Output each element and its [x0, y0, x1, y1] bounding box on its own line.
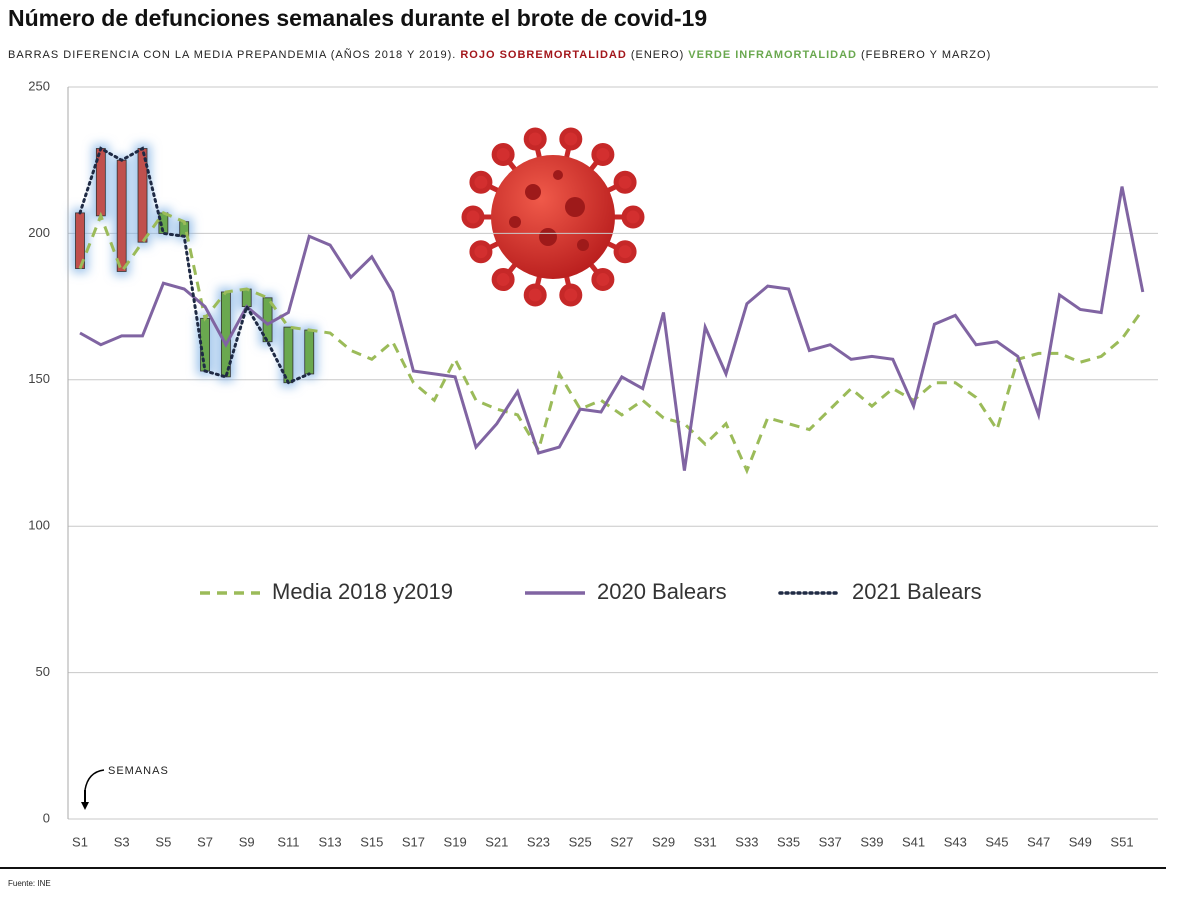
x-tick-label: S17 — [402, 834, 425, 849]
subtitle-part: BARRAS DIFERENCIA CON LA MEDIA PREPANDEM… — [8, 48, 456, 61]
series-line — [79, 186, 1145, 471]
subtitle-part: (ENERO) — [631, 49, 684, 61]
x-tick-label: S7 — [197, 834, 213, 849]
x-tick-label: S33 — [735, 834, 758, 849]
y-tick-label: 50 — [36, 664, 50, 679]
series-line — [78, 211, 1145, 475]
x-tick-label: S37 — [819, 834, 842, 849]
series-line — [78, 146, 311, 385]
y-tick-label: 100 — [28, 518, 50, 533]
x-tick-label: S5 — [155, 834, 171, 849]
x-tick-label: S35 — [777, 834, 800, 849]
chart-subtitle: BARRAS DIFERENCIA CON LA MEDIA PREPANDEM… — [8, 48, 991, 61]
x-tick-label: S45 — [985, 834, 1008, 849]
subtitle-part: (FEBRERO Y MARZO) — [861, 49, 991, 61]
annotation: SEMANAS — [108, 765, 169, 777]
y-tick-label: 0 — [43, 810, 50, 825]
chart-title: Número de defunciones semanales durante … — [8, 5, 707, 31]
legend-label: 2020 Balears — [597, 579, 727, 604]
annotation-arrow — [81, 802, 89, 810]
x-tick-label: S3 — [114, 834, 130, 849]
x-tick-label: S21 — [485, 834, 508, 849]
difference-bar — [137, 148, 148, 243]
x-tick-label: S19 — [444, 834, 467, 849]
x-tick-label: S39 — [860, 834, 883, 849]
x-tick-label: S11 — [277, 834, 299, 849]
legend-label: Media 2018 y2019 — [272, 579, 453, 604]
source: Fuente: INE — [8, 879, 51, 888]
x-tick-label: S23 — [527, 834, 550, 849]
x-tick-label: S51 — [1110, 834, 1133, 849]
x-tick-label: S47 — [1027, 834, 1050, 849]
x-tick-label: S43 — [944, 834, 967, 849]
annotation-arrow — [84, 769, 105, 791]
x-tick-label: S1 — [72, 834, 88, 849]
x-tick-label: S41 — [902, 834, 925, 849]
y-tick-label: 200 — [28, 225, 50, 240]
difference-bar — [304, 329, 315, 375]
x-tick-label: S25 — [569, 834, 592, 849]
y-tick-label: 150 — [28, 371, 50, 386]
y-tick-label: 250 — [28, 78, 50, 93]
subtitle-part: VERDE INFRAMORTALIDAD — [688, 49, 857, 61]
legend-label: 2021 Balears — [852, 579, 982, 604]
x-tick-label: S49 — [1069, 834, 1092, 849]
x-tick-label: S29 — [652, 834, 675, 849]
difference-bar — [241, 288, 252, 308]
difference-bar — [200, 317, 210, 372]
grid — [68, 86, 1158, 820]
virus-icon — [461, 127, 645, 307]
x-tick-label: S13 — [319, 834, 342, 849]
x-tick-label: S27 — [610, 834, 633, 849]
x-tick-label: S9 — [239, 834, 255, 849]
subtitle-part: ROJO SOBREMORTALIDAD — [460, 49, 626, 61]
difference-bar — [116, 159, 127, 272]
x-tick-label: S31 — [694, 834, 717, 849]
x-tick-label: S15 — [360, 834, 383, 849]
